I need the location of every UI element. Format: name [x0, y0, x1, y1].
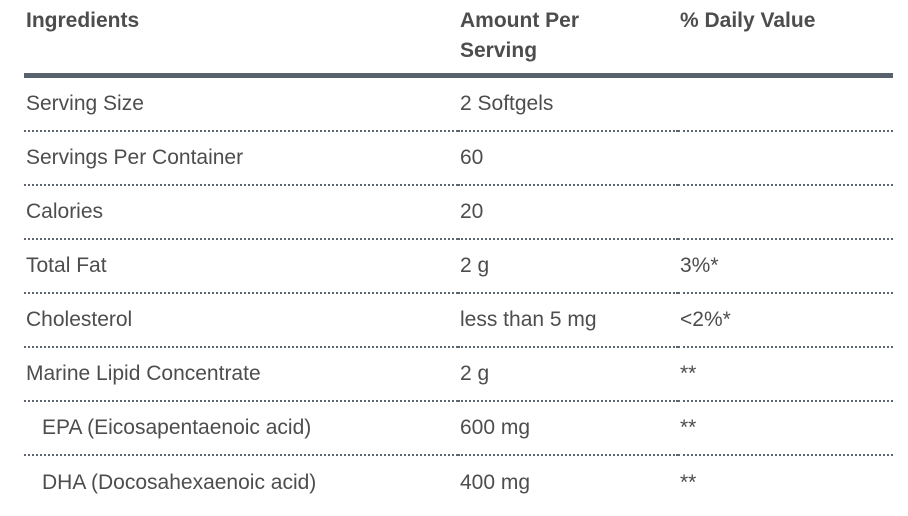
- row-daily-value-cell: **: [678, 347, 893, 402]
- row-label-cell: Cholesterol: [24, 293, 458, 348]
- row-daily-value-cell: **: [680, 471, 697, 494]
- header-daily-value: % Daily Value: [678, 0, 893, 78]
- header-row: Ingredients Amount Per Serving % Daily V…: [24, 0, 893, 78]
- row-label-cell: EPA (Eicosapentaenoic acid): [24, 401, 458, 456]
- row-label-cell: Serving Size: [24, 75, 458, 132]
- row-daily-value-cell: [678, 185, 893, 240]
- row-amount-cell: 2 g: [458, 239, 678, 294]
- table-row-servings-per-container: Servings Per Container 60: [24, 131, 893, 186]
- row-amount-cell: 400 mg: [460, 471, 531, 494]
- header-amount-per-serving: Amount Per Serving: [458, 0, 678, 78]
- table-body: Serving Size 2 Softgels Servings Per Con…: [24, 75, 893, 511]
- table-row-total-fat: Total Fat 2 g 3%*: [24, 239, 893, 294]
- row-label-cell: Servings Per Container: [24, 131, 458, 186]
- table-row-cholesterol: Cholesterol less than 5 mg <2%*: [24, 293, 893, 348]
- header-ingredients: Ingredients: [24, 0, 458, 78]
- row-label-cell: Total Fat: [24, 239, 458, 294]
- row-amount-cell: 2 g: [458, 347, 678, 402]
- table-row-serving-size: Serving Size 2 Softgels: [24, 75, 893, 132]
- header-ingredients-label: Ingredients: [26, 9, 140, 32]
- row-daily-value-cell: <2%*: [678, 293, 893, 348]
- row-daily-value-cell: [678, 131, 893, 186]
- row-amount-cell: 600 mg: [458, 401, 678, 456]
- table-row-marine-lipid-concentrate: Marine Lipid Concentrate 2 g **: [24, 347, 893, 402]
- header-daily-value-label: % Daily Value: [680, 9, 816, 32]
- row-amount-cell: 20: [458, 185, 678, 240]
- header-amount-label: Amount Per Serving: [460, 9, 580, 62]
- row-daily-value-cell: **: [678, 401, 893, 456]
- row-amount-cell: less than 5 mg: [458, 293, 678, 348]
- table-row-dha: DHA (Docosahexaenoic acid) 400 mg **: [24, 455, 893, 510]
- row-amount-cell: 60: [458, 131, 678, 186]
- table-header: Ingredients Amount Per Serving % Daily V…: [24, 0, 893, 78]
- supplement-facts-table: Ingredients Amount Per Serving % Daily V…: [24, 0, 893, 510]
- row-label-cell: Marine Lipid Concentrate: [24, 347, 458, 402]
- row-amount-cell: 2 Softgels: [458, 75, 678, 132]
- table-row-epa: EPA (Eicosapentaenoic acid) 600 mg **: [24, 401, 893, 456]
- row-label-cell: Calories: [24, 185, 458, 240]
- row-label-cell: DHA (Docosahexaenoic acid): [42, 471, 317, 494]
- row-daily-value-cell: 3%*: [678, 239, 893, 294]
- table-row-calories: Calories 20: [24, 185, 893, 240]
- row-daily-value-cell: [678, 75, 893, 132]
